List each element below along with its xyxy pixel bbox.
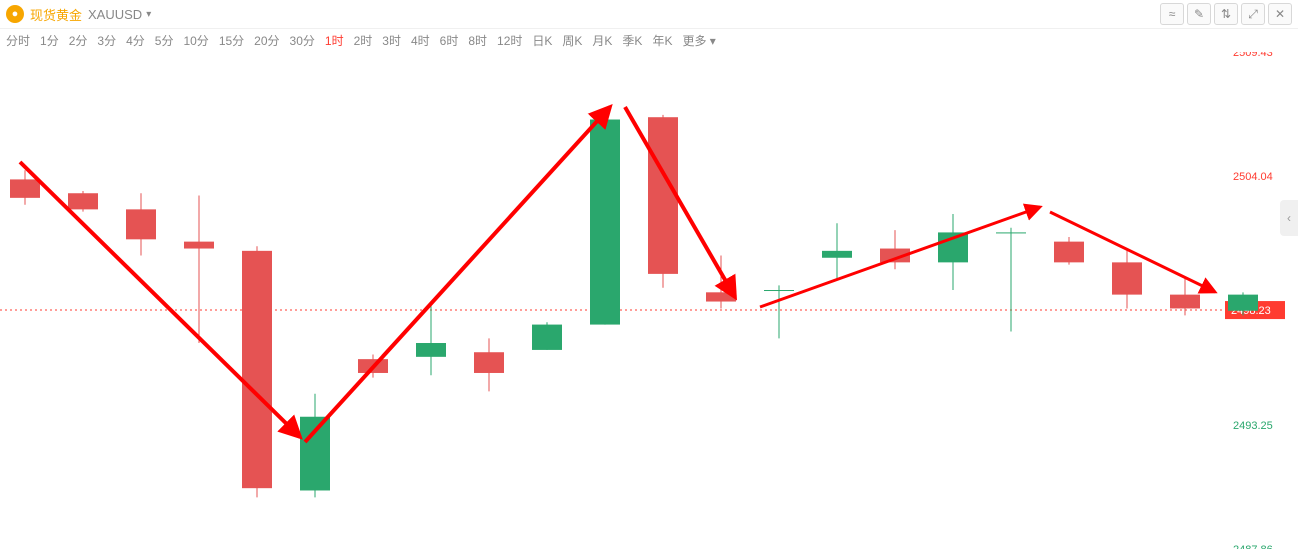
- timeframe-item[interactable]: 1分: [40, 32, 59, 49]
- timeframe-item[interactable]: 周K: [562, 32, 582, 49]
- svg-text:2487.86: 2487.86: [1233, 544, 1273, 549]
- timeframe-item[interactable]: 10分: [183, 32, 208, 49]
- timeframe-item[interactable]: 1时: [325, 32, 344, 49]
- timeframe-item[interactable]: 30分: [290, 32, 315, 49]
- timeframe-item[interactable]: 12时: [497, 32, 522, 49]
- instrument-symbol: XAUUSD: [88, 7, 142, 22]
- timeframe-item[interactable]: 3分: [97, 32, 116, 49]
- svg-text:2493.25: 2493.25: [1233, 420, 1273, 432]
- chart-area[interactable]: 2509.432504.042493.252487.862498.23: [0, 52, 1298, 549]
- timeframe-item[interactable]: 20分: [254, 32, 279, 49]
- timeframe-item[interactable]: 更多 ▾: [682, 32, 715, 49]
- right-drawer-handle[interactable]: ‹: [1280, 200, 1298, 236]
- timeframe-item[interactable]: 月K: [592, 32, 612, 49]
- timeframe-item[interactable]: 年K: [652, 32, 672, 49]
- timeframe-bar: 分时 1分 2分 3分 4分 5分 10分 15分 20分 30分 1时 2时 3时 4时 6时 8时 12时日…: [0, 28, 1298, 53]
- chevron-down-icon[interactable]: ▾: [146, 9, 151, 20]
- close-icon[interactable]: ✕: [1268, 3, 1292, 25]
- timeframe-item[interactable]: 4时: [411, 32, 430, 49]
- timeframe-item[interactable]: 5分: [155, 32, 174, 49]
- timeframe-item[interactable]: 2时: [354, 32, 373, 49]
- timeframe-item[interactable]: 15分: [219, 32, 244, 49]
- instrument-title-cn: 现货黄金: [30, 5, 82, 24]
- instrument-logo: ●: [6, 5, 24, 23]
- timeframe-item[interactable]: 3时: [382, 32, 401, 49]
- header-bar: ● 现货黄金 XAUUSD ▾ ≈ ✎ ⇅ ⤢ ✕: [0, 0, 1298, 29]
- svg-text:2509.43: 2509.43: [1233, 52, 1273, 59]
- svg-text:2504.04: 2504.04: [1233, 171, 1273, 183]
- timeframe-item[interactable]: 6时: [440, 32, 459, 49]
- timeframe-item[interactable]: 日K: [532, 32, 552, 49]
- draw-icon[interactable]: ✎: [1187, 3, 1211, 25]
- settings-icon[interactable]: ≈: [1160, 3, 1184, 25]
- fullscreen-icon[interactable]: ⤢: [1241, 3, 1265, 25]
- timeframe-item[interactable]: 8时: [468, 32, 487, 49]
- candlestick-chart[interactable]: 2509.432504.042493.252487.862498.23: [0, 52, 1298, 549]
- timeframe-item[interactable]: 2分: [69, 32, 88, 49]
- timeframe-item[interactable]: 分时: [6, 32, 30, 49]
- indicator-icon[interactable]: ⇅: [1214, 3, 1238, 25]
- timeframe-item[interactable]: 季K: [622, 32, 642, 49]
- timeframe-item[interactable]: 4分: [126, 32, 145, 49]
